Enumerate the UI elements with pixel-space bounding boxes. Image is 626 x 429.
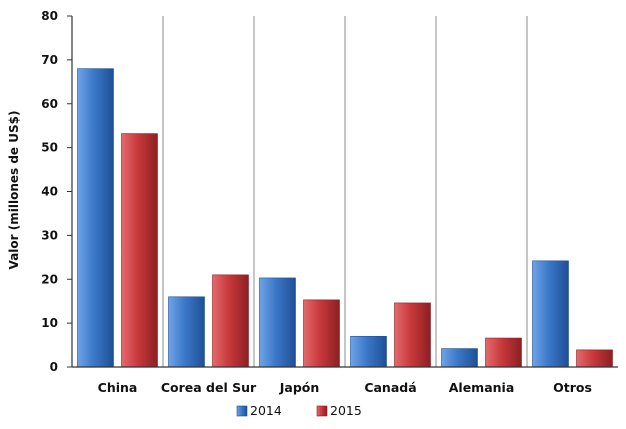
bars-layer <box>77 68 613 368</box>
bar-jap-n-2015 <box>303 299 340 368</box>
x-tick-label: Corea del Sur <box>161 380 257 395</box>
x-tick-label: China <box>98 380 138 395</box>
ticks-layer: 0 10 20 30 40 50 60 70 80 China Corea del Sur Japón… <box>41 9 592 395</box>
y-tick-label: 10 <box>41 316 58 330</box>
x-tick-label: Otros <box>553 380 592 395</box>
bar-alemania-2015 <box>485 337 522 368</box>
bar-canad--2015 <box>394 302 431 368</box>
y-tick-label: 20 <box>41 272 58 286</box>
legend-label-2014: 2014 <box>250 403 282 418</box>
x-tick-label: Canadá <box>364 380 416 395</box>
y-tick-label: 50 <box>41 141 58 155</box>
legend: 2014 2015 <box>236 403 362 418</box>
bar-china-2014 <box>77 68 114 368</box>
legend-label-2015: 2015 <box>330 403 362 418</box>
bar-canad--2014 <box>350 335 387 368</box>
y-tick-label: 40 <box>41 185 58 199</box>
y-tick-label: 0 <box>50 360 58 374</box>
y-tick-label: 70 <box>41 53 58 67</box>
bar-otros-2014 <box>532 260 569 368</box>
y-tick-label: 80 <box>41 9 58 23</box>
y-tick-label: 60 <box>41 97 58 111</box>
legend-swatch-2014 <box>236 405 248 417</box>
legend-swatch-2015 <box>316 405 328 417</box>
bar-alemania-2014 <box>441 348 478 368</box>
bar-corea-del-sur-2015 <box>212 274 249 368</box>
grid-layer <box>162 16 528 367</box>
bar-china-2015 <box>121 133 158 368</box>
x-tick-label: Alemania <box>449 380 515 395</box>
y-tick-label: 30 <box>41 228 58 242</box>
bar-jap-n-2014 <box>259 277 296 368</box>
y-axis-label: Valor (millones de US$) <box>7 111 21 270</box>
bar-corea-del-sur-2014 <box>168 296 205 368</box>
bar-otros-2015 <box>576 349 613 368</box>
x-tick-label: Japón <box>279 380 320 395</box>
